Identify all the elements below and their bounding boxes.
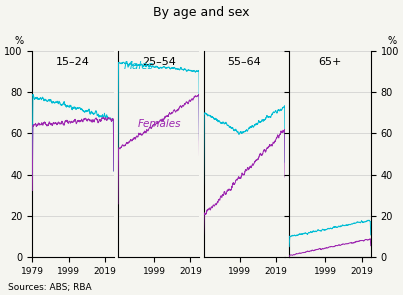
Text: 15–24: 15–24: [56, 57, 90, 67]
Text: 25–54: 25–54: [142, 57, 176, 67]
Text: Females: Females: [138, 119, 181, 129]
Text: Sources: ABS; RBA: Sources: ABS; RBA: [8, 283, 92, 292]
Text: %: %: [15, 37, 23, 47]
Text: By age and sex: By age and sex: [153, 6, 250, 19]
Text: 65+: 65+: [318, 57, 342, 67]
Text: Males: Males: [123, 61, 153, 71]
Text: 55–64: 55–64: [227, 57, 261, 67]
Text: %: %: [387, 37, 396, 47]
